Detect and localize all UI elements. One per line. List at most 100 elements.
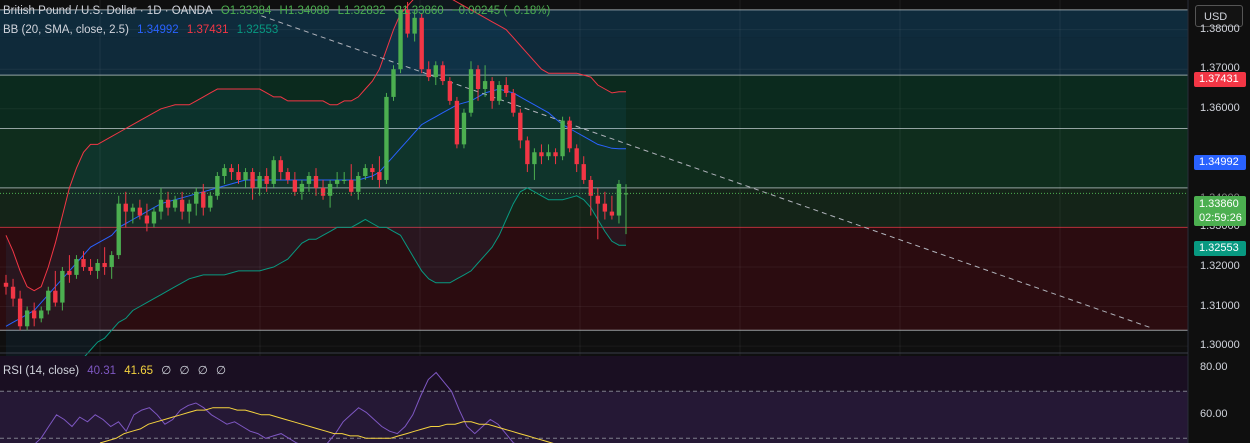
- candle-0: [3, 274, 9, 295]
- candle-18: [130, 203, 136, 224]
- candle-body: [264, 176, 269, 184]
- candle-16: [116, 195, 121, 260]
- candle-49: [349, 164, 354, 196]
- ohlc-close: C1.33860: [393, 5, 444, 17]
- candle-41: [292, 172, 298, 196]
- candle-body: [123, 203, 128, 212]
- candle-86: [609, 195, 615, 220]
- candle-body: [81, 259, 86, 267]
- bb-upper-line: [5, 0, 626, 292]
- candle-body: [334, 179, 340, 184]
- candle-7: [53, 270, 58, 307]
- rsi-empty-3: ∅: [197, 365, 208, 377]
- candle-body: [271, 160, 276, 184]
- last-price-badge: 1.33860 02:59:26: [1194, 196, 1246, 226]
- bb-lower-line: [6, 187, 626, 394]
- candle-body: [31, 310, 37, 319]
- candle-body: [194, 191, 199, 204]
- candle-body: [39, 310, 44, 319]
- candle-body: [525, 140, 530, 165]
- candle-body: [341, 179, 347, 181]
- candle-body: [377, 172, 382, 180]
- candle-body: [320, 187, 326, 196]
- candle-body: [201, 191, 206, 208]
- candle-body: [172, 199, 178, 208]
- candle-62: [440, 61, 446, 86]
- candle-body: [257, 176, 262, 188]
- candle-1: [10, 278, 16, 307]
- candle-83: [588, 176, 593, 216]
- candle-37: [264, 168, 269, 192]
- candle-65: [461, 108, 467, 149]
- rsi-band: [0, 391, 1188, 443]
- rsi-ma-value: 41.65: [124, 365, 154, 377]
- candle-body: [405, 9, 410, 34]
- price-zone-0: [0, 9, 1188, 38]
- candle-body: [313, 176, 319, 188]
- bb-lower-value: 1.32553: [236, 24, 279, 36]
- candle-81: [574, 144, 579, 173]
- ohlc-low: L1.32832: [337, 5, 386, 17]
- candle-67: [475, 65, 481, 101]
- candle-85: [602, 191, 608, 220]
- candle-71: [504, 77, 509, 97]
- candle-body: [609, 211, 615, 216]
- candle-53: [377, 156, 382, 188]
- candle-body: [292, 179, 298, 192]
- candle-54: [384, 92, 389, 184]
- price-zone-1: [0, 37, 1188, 76]
- candle-body: [616, 183, 622, 216]
- candle-5: [39, 306, 44, 323]
- candle-body: [88, 266, 93, 271]
- candle-body: [363, 168, 368, 176]
- rsi-legend[interactable]: RSI (14, close) 40.31 41.65 ∅ ∅ ∅ ∅: [3, 363, 231, 377]
- bb-legend[interactable]: BB (20, SMA, close, 2.5) 1.34992 1.37431…: [3, 24, 283, 36]
- candle-17: [123, 191, 128, 228]
- candle-26: [186, 199, 192, 224]
- candle-body: [53, 290, 58, 303]
- candle-6: [46, 286, 51, 315]
- candle-24: [172, 195, 178, 212]
- candle-56: [398, 5, 403, 74]
- candle-body: [391, 69, 396, 97]
- candle-body: [67, 270, 72, 275]
- candle-31: [222, 164, 227, 184]
- candle-40: [285, 168, 291, 184]
- candle-body: [24, 310, 30, 327]
- currency-button[interactable]: USD: [1195, 5, 1243, 27]
- candle-body: [412, 17, 417, 34]
- bb-title: BB (20, SMA, close, 2.5): [3, 24, 129, 36]
- candle-25: [179, 191, 185, 220]
- candle-8: [60, 266, 65, 311]
- candle-4: [31, 302, 37, 327]
- symbol-title[interactable]: British Pound / U.S. Dollar · 1D · OANDA: [3, 5, 213, 17]
- last-price-value: 1.33860: [1199, 198, 1239, 210]
- candle-66: [468, 61, 474, 117]
- candle-45: [320, 179, 326, 200]
- candle-43: [306, 172, 312, 192]
- bb-basis-value: 1.34992: [137, 24, 179, 36]
- candle-body: [299, 183, 305, 192]
- price-tick-label: 1.31000: [1200, 299, 1240, 312]
- horizontal-levels: [0, 9, 1188, 331]
- candle-body: [236, 172, 241, 180]
- candle-87: [616, 179, 622, 224]
- candle-47: [334, 172, 340, 188]
- candle-body: [285, 172, 291, 180]
- candle-72: [511, 88, 516, 117]
- ohlc-open: O1.33384: [220, 5, 272, 17]
- candle-51: [363, 164, 368, 180]
- candle-body: [447, 81, 453, 101]
- candle-body: [278, 160, 283, 173]
- candle-35: [250, 168, 255, 200]
- trendline: [261, 15, 1153, 329]
- candle-12: [88, 259, 93, 275]
- candle-64: [454, 96, 460, 149]
- candle-body: [250, 172, 255, 188]
- candle-61: [433, 61, 438, 86]
- candle-11: [81, 251, 86, 271]
- ohlc-high: H1.34088: [279, 5, 330, 17]
- candle-body: [60, 270, 65, 303]
- candle-body: [532, 152, 537, 165]
